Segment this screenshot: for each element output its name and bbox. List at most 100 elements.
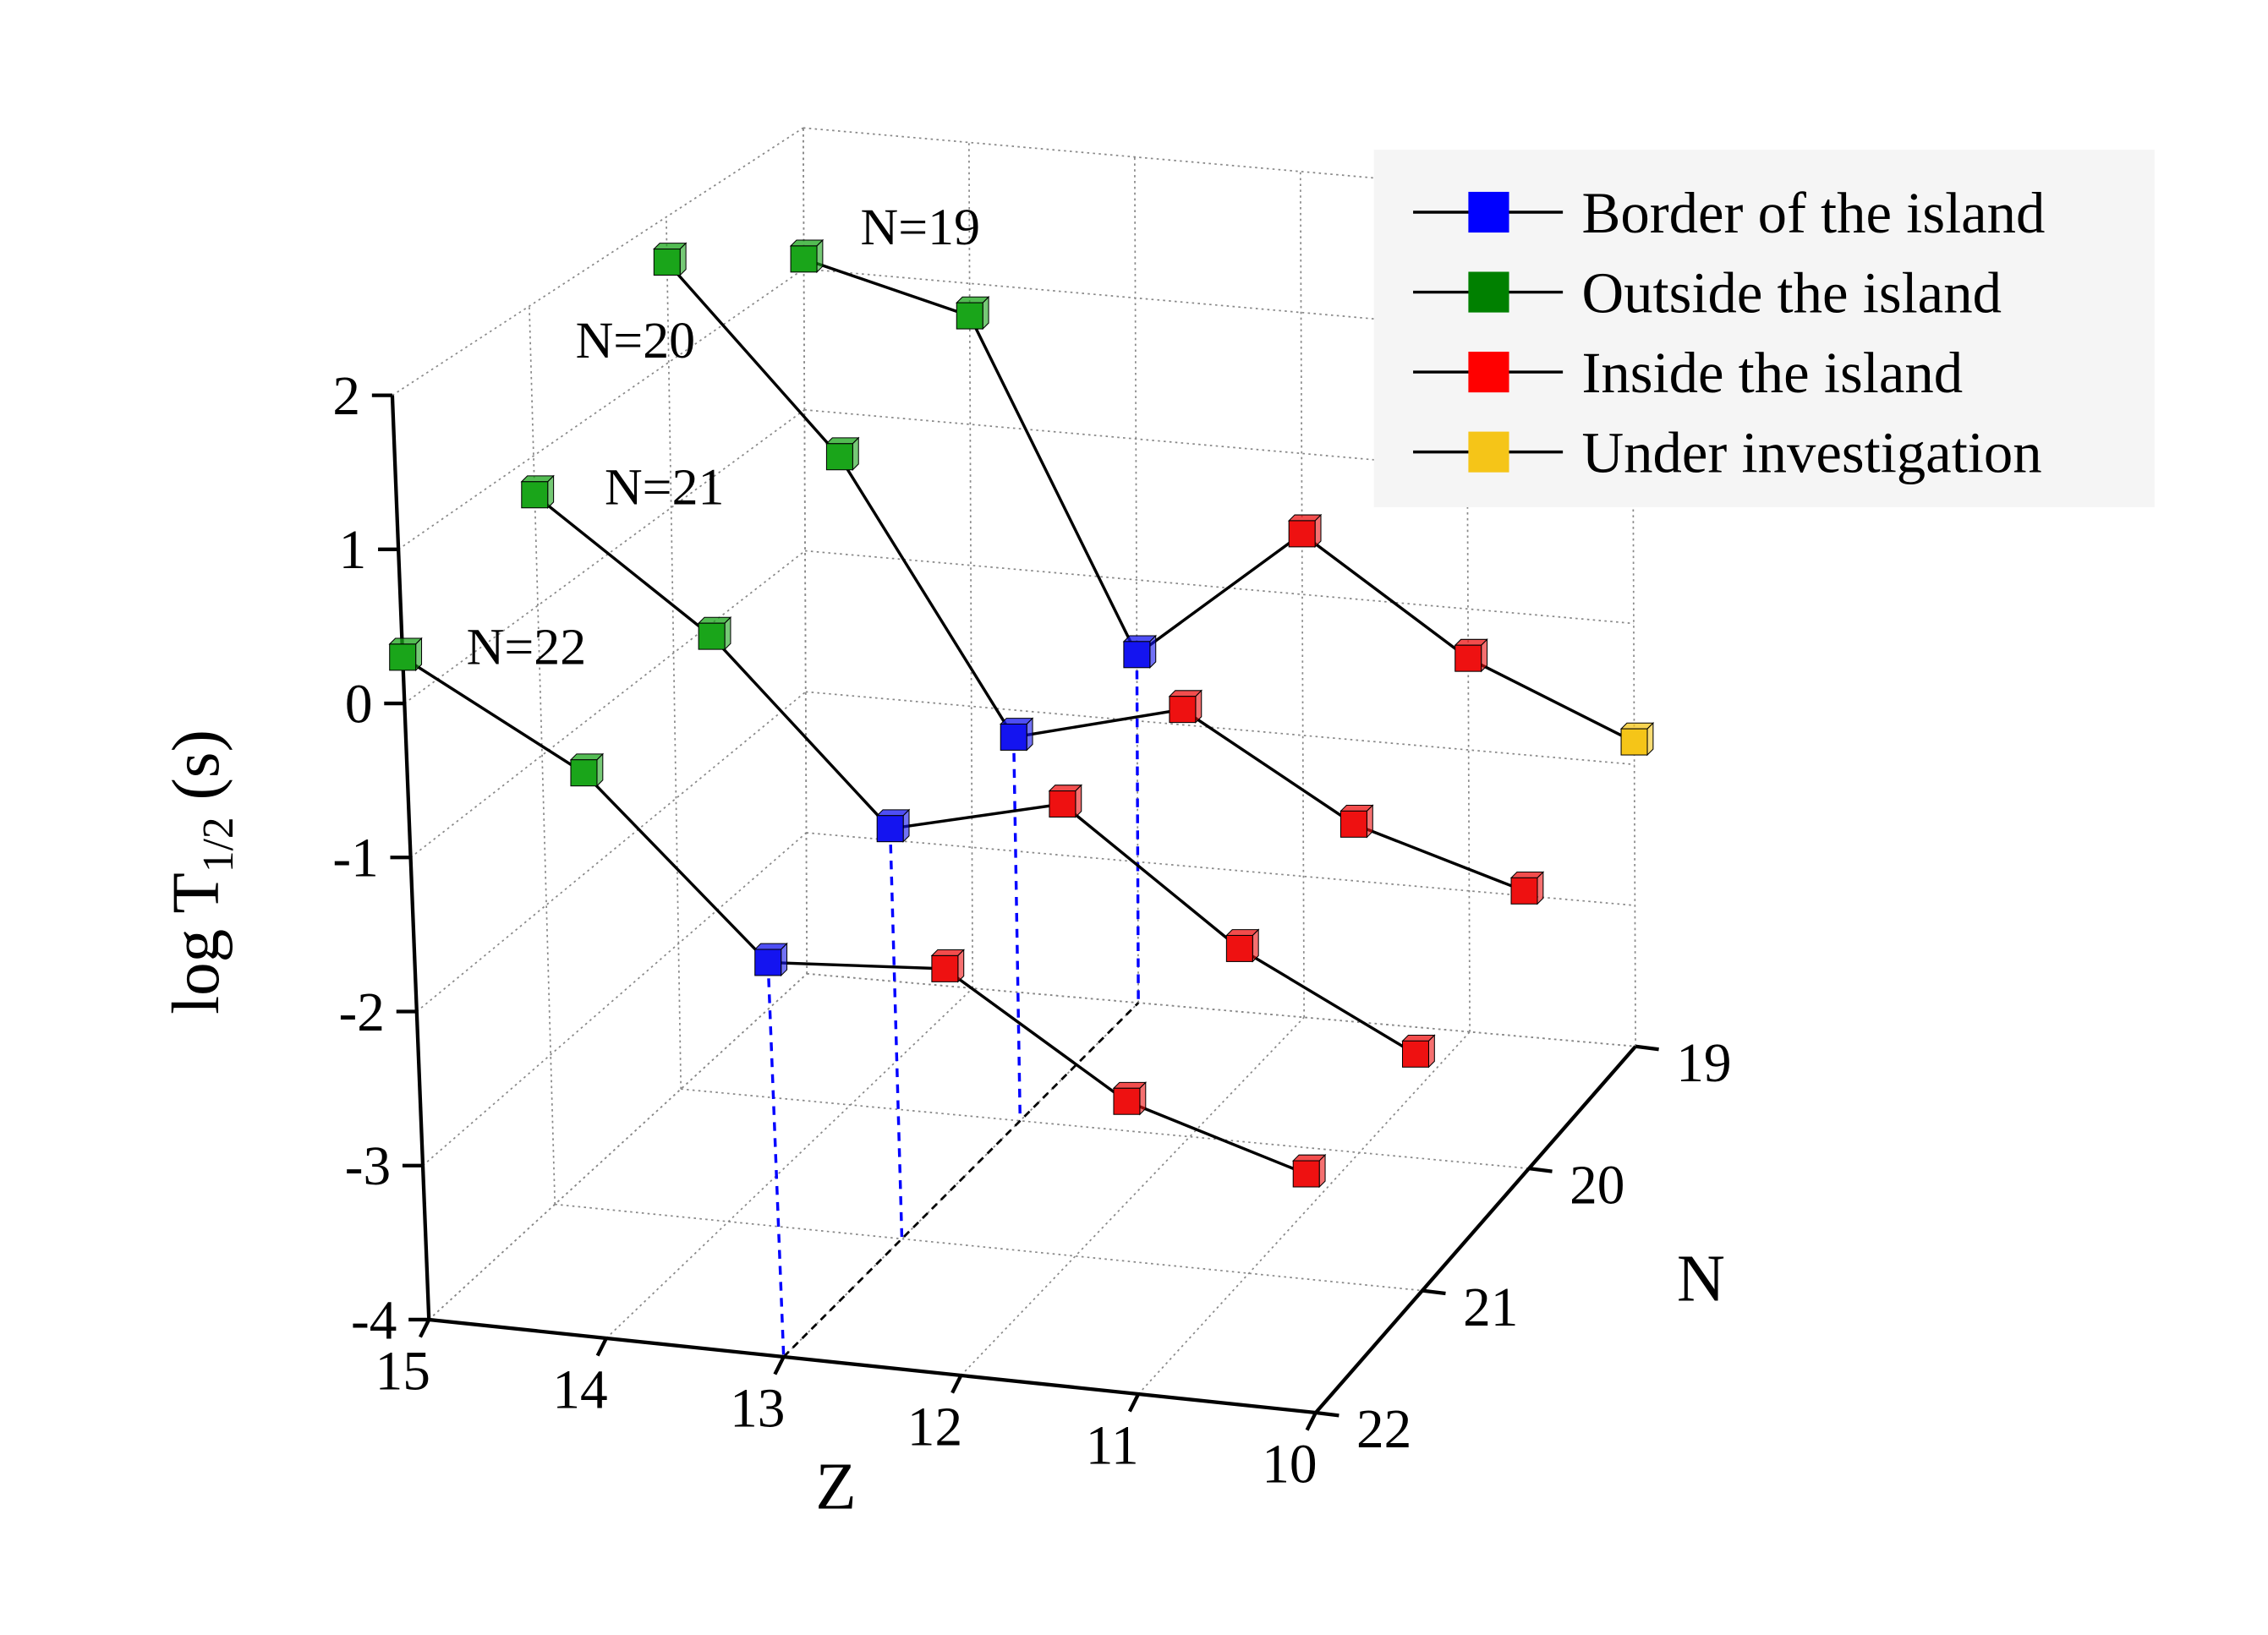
marker-inside xyxy=(1454,638,1488,673)
marker-border xyxy=(999,717,1034,752)
z-tick-label: 12 xyxy=(907,1397,962,1457)
marker-face xyxy=(570,759,598,787)
marker-face xyxy=(1510,877,1538,905)
marker-border xyxy=(875,808,911,843)
z-axis xyxy=(429,1317,1317,1415)
floor-gridline-z xyxy=(605,987,973,1339)
left-wall-gridline-log xyxy=(416,691,807,1013)
marker-face xyxy=(521,481,549,509)
n-tick xyxy=(1315,1410,1339,1418)
marker-inside xyxy=(1048,784,1082,818)
series xyxy=(388,238,1655,1189)
legend-marker-investigation xyxy=(1468,431,1509,473)
z-tick-label: 11 xyxy=(1086,1415,1139,1476)
marker-side xyxy=(596,752,604,787)
marker-outside xyxy=(569,752,605,787)
n-tick xyxy=(1528,1167,1553,1173)
marker-inside xyxy=(1225,928,1260,963)
marker-inside xyxy=(1339,804,1374,839)
n-tick-label: 21 xyxy=(1463,1277,1518,1338)
marker-border xyxy=(753,942,788,977)
legend-label-outside: Outside the island xyxy=(1581,261,2001,325)
border-drop-line xyxy=(766,962,786,1358)
series-label-n19: N=19 xyxy=(861,199,980,256)
left-wall-gridline-log xyxy=(422,832,808,1167)
marker-face xyxy=(1225,934,1253,962)
marker-side xyxy=(1149,634,1157,670)
marker-face xyxy=(876,815,904,843)
legend-marker-inside xyxy=(1468,352,1509,393)
marker-face xyxy=(1454,644,1482,672)
marker-face xyxy=(1000,723,1027,751)
marker-side xyxy=(724,616,731,651)
series-line-n21 xyxy=(534,493,1416,1056)
marker-side xyxy=(1537,871,1544,905)
floor-gridline-n xyxy=(555,1203,1423,1292)
marker-inside xyxy=(1401,1034,1436,1069)
z-tick xyxy=(595,1337,608,1357)
z-tick-label: 15 xyxy=(375,1341,430,1402)
floor-gridline-z xyxy=(1137,1031,1471,1395)
marker-side xyxy=(547,474,555,509)
left-wall-gridline-log xyxy=(397,268,805,550)
log-axis-title-unit: (s) xyxy=(160,730,233,817)
marker-side xyxy=(816,238,824,274)
marker-side xyxy=(902,808,910,843)
z-tick xyxy=(418,1318,431,1338)
legend-label-border: Border of the island xyxy=(1581,181,2045,245)
marker-outside xyxy=(789,238,824,274)
series-label-n21: N=21 xyxy=(605,459,724,517)
marker-side xyxy=(1139,1081,1147,1116)
marker-face xyxy=(790,245,818,273)
n-tick-label: 22 xyxy=(1356,1399,1411,1460)
border-drop-lines xyxy=(766,654,1140,1358)
z-axis-title: Z xyxy=(815,1450,856,1523)
marker-side xyxy=(1314,513,1322,549)
floor-gridline-n xyxy=(681,1088,1530,1170)
marker-outside xyxy=(697,616,732,651)
marker-investigation xyxy=(1619,721,1655,757)
marker-face xyxy=(1123,641,1151,669)
marker-face xyxy=(1292,1160,1320,1188)
legend-marker-outside xyxy=(1468,271,1509,313)
marker-face xyxy=(698,622,726,650)
log-tick-label: 0 xyxy=(345,674,373,735)
log-tick-label: -3 xyxy=(345,1136,391,1197)
marker-side xyxy=(415,637,423,672)
marker-side xyxy=(1366,804,1373,839)
log-tick-label: -1 xyxy=(332,828,378,889)
marker-face xyxy=(1049,790,1076,818)
marker-side xyxy=(1026,717,1033,752)
legend: Border of the island Outside the island In… xyxy=(1373,150,2155,507)
back-wall-gridline-log xyxy=(804,550,1635,625)
log-axis-title-sub: 1/2 xyxy=(194,817,243,872)
marker-side xyxy=(982,295,989,331)
left-wall-gridline-n xyxy=(529,306,556,1205)
log-axis-title-main: log T xyxy=(160,872,233,1014)
floor-gridline-z xyxy=(960,1016,1305,1376)
z-tick xyxy=(1305,1412,1318,1431)
marker-side xyxy=(1427,1034,1435,1069)
left-wall-gridline-log xyxy=(428,973,808,1321)
marker-border xyxy=(1122,634,1157,670)
back-wall-gridline-z xyxy=(967,142,974,988)
marker-face xyxy=(1620,728,1648,756)
log-tick-label: -2 xyxy=(339,982,385,1043)
n-axis xyxy=(1314,1045,1637,1414)
left-wall-gridline-log xyxy=(392,127,804,396)
marker-face xyxy=(754,949,782,976)
n-tick xyxy=(1422,1288,1446,1296)
marker-side xyxy=(781,942,788,977)
marker-side xyxy=(957,949,965,983)
marker-inside xyxy=(930,949,965,983)
back-wall-gridline-log xyxy=(807,972,1636,1047)
marker-face xyxy=(1288,520,1316,548)
back-wall-gridline-z xyxy=(1299,171,1305,1018)
z-tick-label: 14 xyxy=(552,1359,607,1420)
legend-marker-border xyxy=(1468,191,1509,233)
marker-face xyxy=(931,954,959,982)
marker-inside xyxy=(1287,513,1323,549)
legend-label-inside: Inside the island xyxy=(1581,341,1963,405)
marker-side xyxy=(1481,638,1488,673)
